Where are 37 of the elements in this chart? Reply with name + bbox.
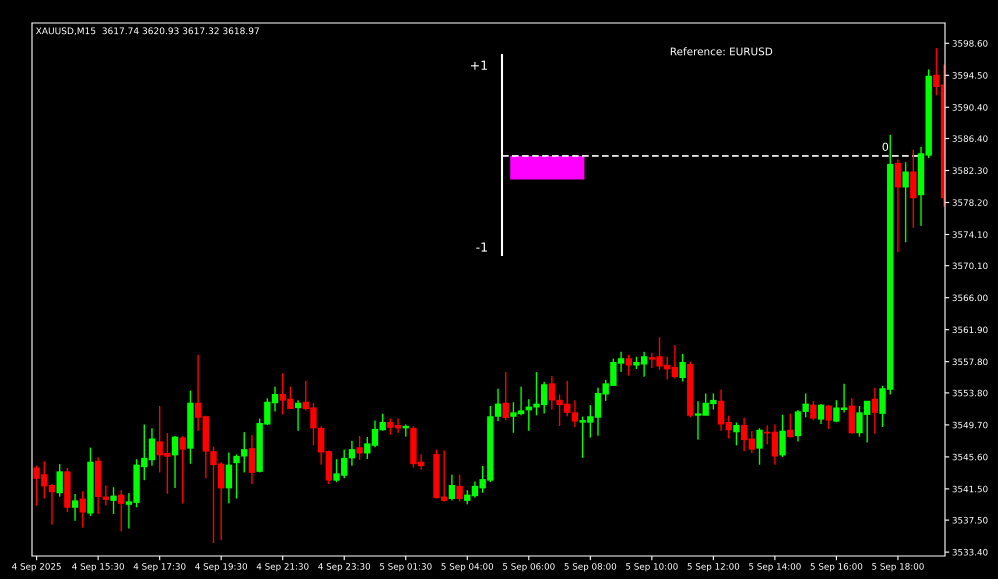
- y-tick-label: 3553.80: [952, 390, 988, 396]
- y-tick-label: 3537.50: [952, 516, 988, 524]
- x-tick-label: 5 Sep 01:30: [380, 563, 432, 572]
- x-tick-label: 4 Sep 23:30: [318, 563, 370, 572]
- x-tick-label: 4 Sep 17:30: [134, 563, 186, 572]
- x-tick-label: 5 Sep 10:00: [626, 563, 678, 572]
- y-tick-label: -1: [476, 242, 487, 252]
- x-tick-label: 5 Sep 12:00: [688, 563, 740, 572]
- x-tick-label: 5 Sep 08:00: [564, 563, 616, 572]
- y-tick-label: 3586.40: [952, 135, 988, 142]
- y-tick-label: 3561.90: [952, 326, 988, 334]
- x-tick-label: 4 Sep 21:30: [256, 563, 309, 572]
- y-tick-label: 3578.20: [952, 199, 988, 206]
- y-tick-label: 3570.10: [952, 262, 988, 270]
- y-tick-label: 3582.30: [952, 167, 988, 174]
- annotation: Reference: EURUSD: [670, 47, 772, 56]
- x-tick-label: 5 Sep 14:00: [749, 563, 801, 572]
- y-tick-label: 3594.50: [952, 72, 988, 79]
- y-tick-label: +1: [471, 60, 487, 70]
- y-tick-label: 3574.10: [952, 231, 988, 238]
- x-tick-label: 5 Sep 18:00: [872, 563, 924, 572]
- chart-title: XAUUSD,M15 3617.74 3620.93 3617.32 3618.97: [36, 27, 259, 36]
- x-tick-label: 5 Sep 04:00: [442, 563, 494, 572]
- x-tick-label: 5 Sep 16:00: [810, 563, 862, 572]
- y-tick-label: 3545.60: [952, 454, 988, 460]
- y-tick-label: 3598.60: [952, 40, 988, 47]
- y-tick-label: 3557.80: [952, 358, 988, 366]
- y-tick-label: 3566.00: [952, 294, 988, 302]
- ref-line-label: 0: [882, 142, 888, 151]
- x-tick-label: 4 Sep 2025: [12, 563, 61, 572]
- y-tick-label: 3590.40: [952, 104, 988, 111]
- x-tick-label: 4 Sep 15:30: [72, 563, 124, 572]
- x-tick-label: 4 Sep 19:30: [195, 563, 248, 572]
- y-tick-label: 3541.50: [952, 486, 988, 492]
- y-tick-label: 3549.70: [952, 422, 988, 428]
- x-tick-label: 5 Sep 06:00: [503, 563, 555, 572]
- y-tick-label: 3533.40: [952, 548, 988, 556]
